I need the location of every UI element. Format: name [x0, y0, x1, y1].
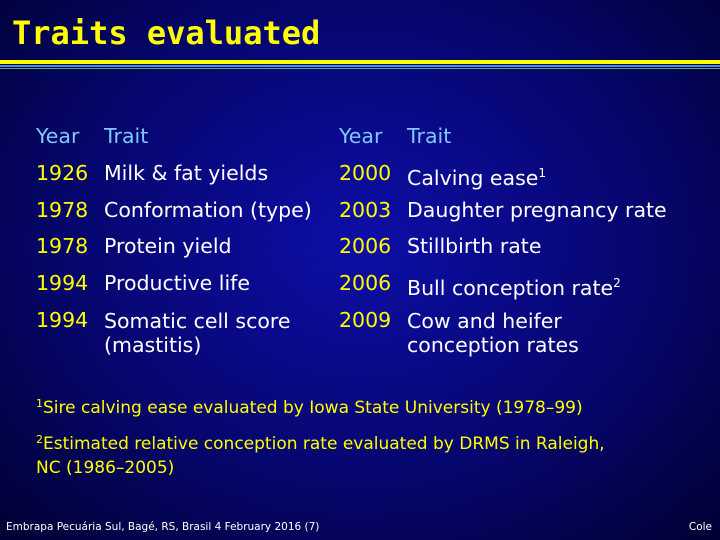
- left-trait-cell: Protein yield: [104, 234, 232, 259]
- footnote-2-text: Estimated relative conception rate evalu…: [43, 434, 605, 454]
- left-trait-cell: Milk & fat yields: [104, 160, 269, 185]
- left-trait-cell-wrapped: Somatic cell score (mastitis): [104, 302, 312, 357]
- right-trait-cell-wrapped: Cow and heifer conception rates: [407, 302, 667, 357]
- right-trait-line1: Cow and heifer: [407, 308, 562, 333]
- footnote-2-marker: 2: [36, 433, 43, 446]
- footer-source: Embrapa Pecuária Sul, Bagé, RS, Brasil 4…: [6, 521, 320, 533]
- right-year-cell: 2006: [339, 271, 392, 296]
- left-trait-line2: (mastitis): [104, 332, 202, 357]
- footnote-2-text-line2: NC (1986–2005): [36, 458, 175, 478]
- right-year-header: Year: [339, 124, 383, 148]
- title-divider-green: [0, 68, 720, 69]
- left-trait-cell: Productive life: [104, 271, 251, 296]
- right-trait-line2: conception rates: [407, 332, 579, 357]
- right-trait-text: Bull conception rate: [407, 276, 614, 301]
- footnotes: 1Sire calving ease evaluated by Iowa Sta…: [36, 392, 605, 480]
- title-divider: [0, 60, 720, 64]
- left-year-cell: 1994: [36, 307, 89, 332]
- right-trait-cell: Stillbirth rate: [407, 234, 542, 259]
- left-trait-column: Trait Milk & fat yields Conformation (ty…: [104, 118, 312, 357]
- right-year-cell: 2009: [339, 307, 392, 332]
- footnote-marker: 2: [613, 276, 621, 291]
- right-year-cell: 2006: [339, 234, 392, 259]
- left-year-cell: 1994: [36, 271, 89, 296]
- right-trait-cell: Calving ease1: [407, 155, 667, 192]
- title-divider-blue: [0, 65, 720, 67]
- left-trait-line1: Somatic cell score: [104, 308, 291, 333]
- right-trait-cell: Bull conception rate2: [407, 265, 667, 302]
- right-trait-text: Calving ease: [407, 165, 539, 190]
- left-year-cell: 1978: [36, 234, 89, 259]
- slide-title: Traits evaluated: [12, 14, 321, 52]
- right-trait-header: Trait: [407, 124, 452, 148]
- right-year-cell: 2003: [339, 197, 392, 222]
- left-trait-cell: Conformation (type): [104, 197, 312, 222]
- right-year-cell: 2000: [339, 160, 392, 185]
- left-year-cell: 1978: [36, 197, 89, 222]
- footnote-marker: 1: [538, 165, 547, 180]
- right-trait-column: Trait Calving ease1 Daughter pregnancy r…: [407, 118, 667, 357]
- footnote-1-marker: 1: [36, 397, 43, 410]
- footnote-2: 2Estimated relative conception rate eval…: [36, 428, 605, 480]
- footer-author: Cole: [688, 521, 712, 533]
- footnote-1-text: Sire calving ease evaluated by Iowa Stat…: [43, 398, 583, 418]
- left-year-cell: 1926: [36, 160, 89, 185]
- right-year-column: Year 2000 2003 2006 2006 2009: [339, 118, 391, 339]
- left-year-column: Year 1926 1978 1978 1994 1994: [36, 118, 88, 339]
- left-trait-header: Trait: [104, 124, 149, 148]
- left-year-header: Year: [36, 124, 80, 148]
- right-trait-cell: Daughter pregnancy rate: [407, 197, 667, 222]
- footnote-1: 1Sire calving ease evaluated by Iowa Sta…: [36, 392, 605, 420]
